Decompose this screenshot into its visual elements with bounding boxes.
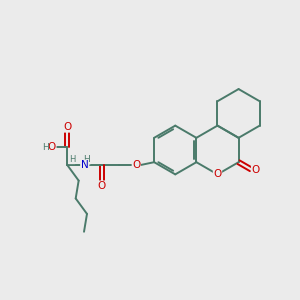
Text: O: O <box>63 122 71 132</box>
Text: O: O <box>48 142 56 152</box>
Text: H: H <box>69 155 75 164</box>
Text: O: O <box>132 160 140 170</box>
Text: O: O <box>251 165 260 175</box>
Text: O: O <box>98 181 106 191</box>
Text: O: O <box>213 169 222 179</box>
Text: H: H <box>42 143 49 152</box>
Text: N: N <box>81 160 88 170</box>
Text: H: H <box>83 155 90 164</box>
